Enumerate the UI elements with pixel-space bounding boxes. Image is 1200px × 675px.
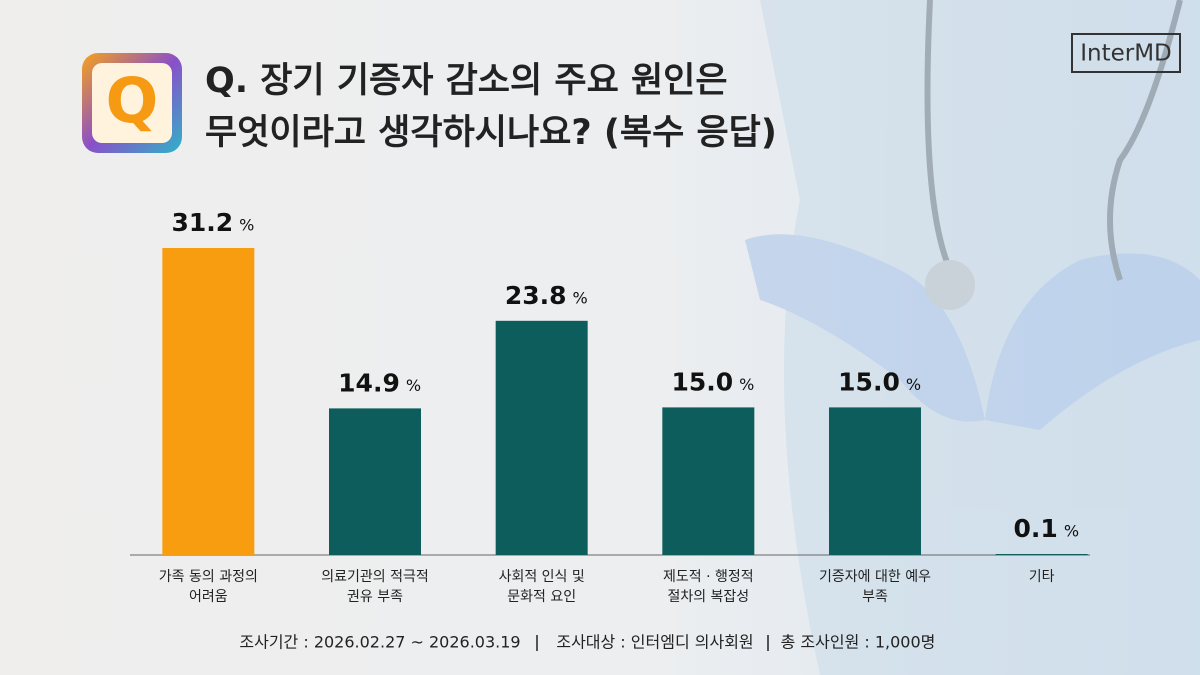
bar <box>495 320 588 555</box>
value-label: 15.0 <box>838 367 900 396</box>
x-tick-label: 절차의 복잡성 <box>667 589 749 605</box>
footer-text: 조사기간 : 2026.02.27 ~ 2026.03.19 <box>239 633 520 652</box>
value-unit: % <box>906 375 921 394</box>
value-unit: % <box>239 216 254 235</box>
value-unit: % <box>739 375 754 394</box>
value-label: 23.8 <box>505 281 567 310</box>
value-label: 31.2 <box>171 208 233 237</box>
x-tick-label: 가족 동의 과정의 <box>159 569 258 585</box>
brand-logo: InterMD <box>1080 41 1172 67</box>
value-unit: % <box>406 376 421 395</box>
x-tick-label: 기타 <box>1029 569 1055 585</box>
x-tick-label: 어려움 <box>189 589 228 605</box>
bar <box>995 554 1088 555</box>
brand-box <box>1071 33 1181 73</box>
footer-text: 조사대상 : 인터엠디 의사회원 <box>556 633 753 652</box>
x-tick-label: 부족 <box>862 589 888 605</box>
bar <box>162 248 255 555</box>
bar <box>662 407 755 555</box>
value-label: 15.0 <box>671 367 733 396</box>
chart-title: 무엇이라고 생각하시나요? (복수 응답) <box>205 113 777 153</box>
value-unit: % <box>1064 522 1079 541</box>
x-tick-label: 권유 부족 <box>347 589 403 605</box>
q-icon-letter: Q <box>106 64 159 137</box>
value-label: 0.1 <box>1014 514 1058 543</box>
value-label: 14.9 <box>338 368 400 397</box>
chart-title: Q. 장기 기증자 감소의 주요 원인은 <box>205 61 728 101</box>
x-tick-label: 사회적 인식 및 <box>499 569 585 585</box>
q-icon-inner <box>92 63 172 143</box>
x-tick-label: 제도적 · 행정적 <box>663 569 754 585</box>
x-tick-label: 문화적 요인 <box>507 589 576 605</box>
x-tick-label: 기증자에 대한 예우 <box>819 569 931 585</box>
bar <box>829 407 921 555</box>
bar <box>329 408 421 555</box>
background-photo <box>745 0 1200 675</box>
footer-text: 총 조사인원 : 1,000명 <box>781 633 936 652</box>
x-tick-label: 의료기관의 적극적 <box>321 569 429 585</box>
value-unit: % <box>573 288 588 307</box>
